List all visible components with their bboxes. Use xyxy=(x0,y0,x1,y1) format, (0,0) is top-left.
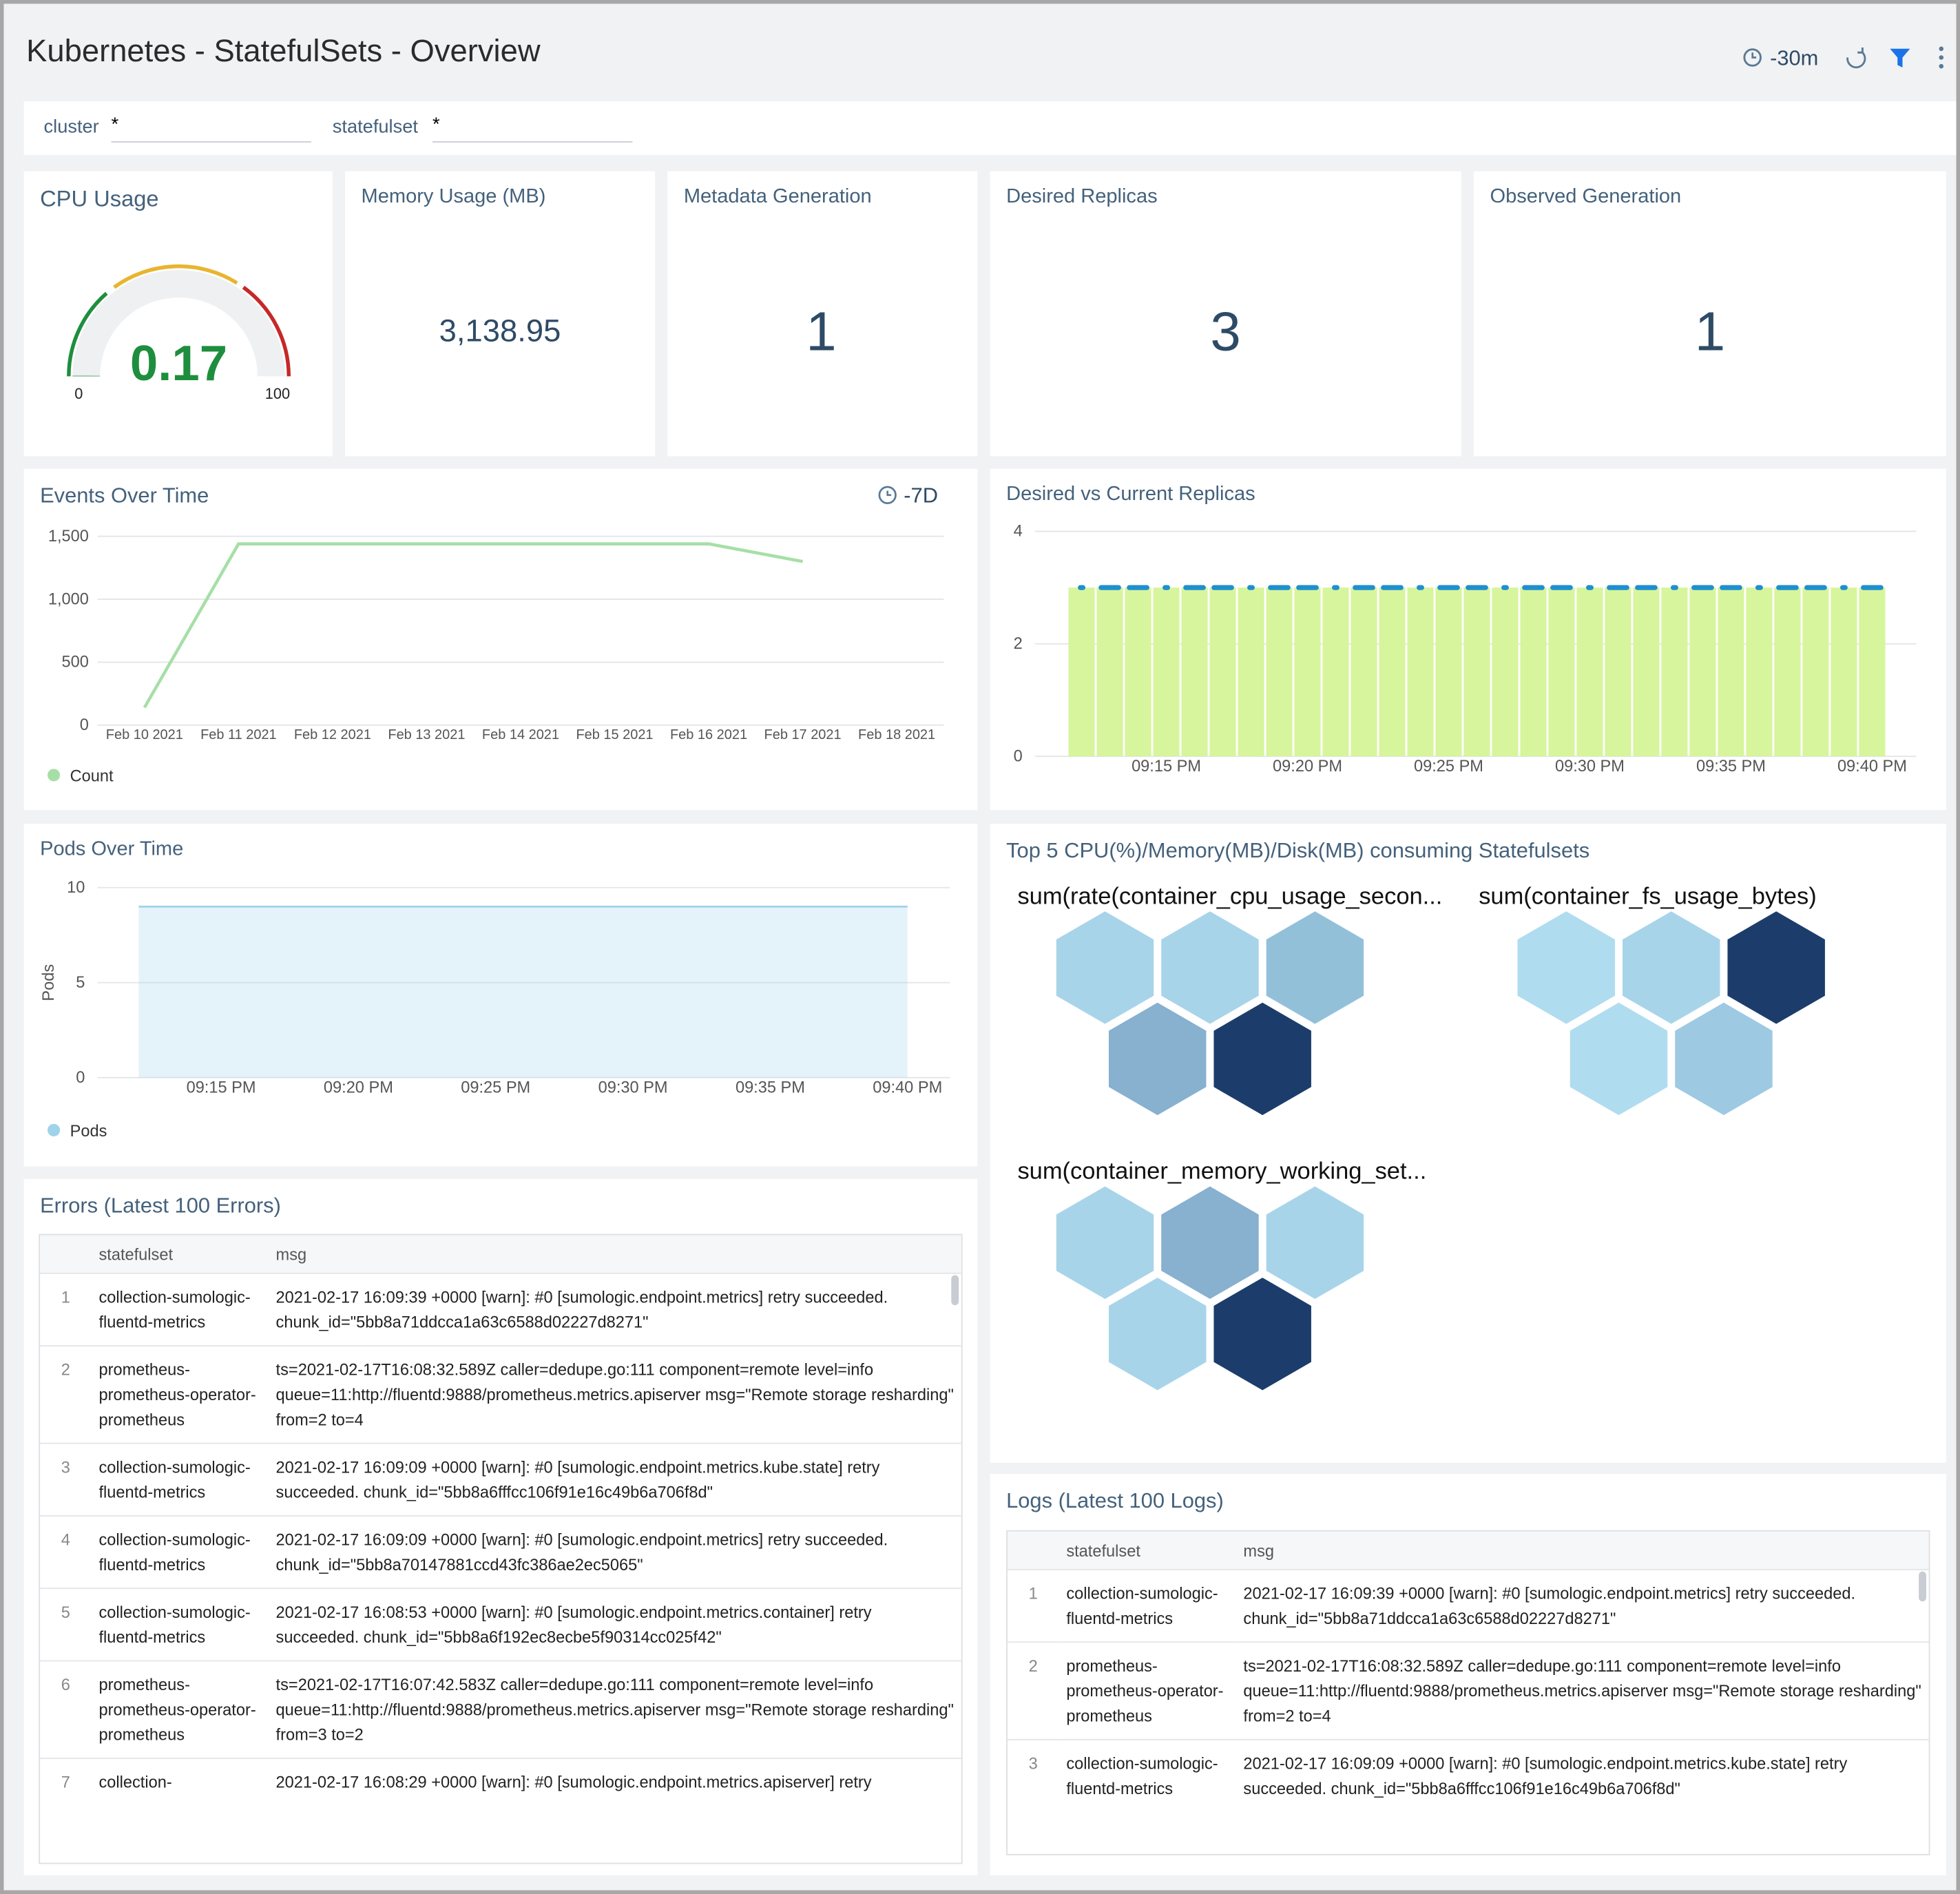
cell: ts=2021-02-17T16:08:32.589Z caller=dedup… xyxy=(268,1345,961,1444)
pods-panel: Pods Over Time xyxy=(23,824,978,1167)
filter-icon[interactable] xyxy=(1890,48,1910,68)
panel-title: Events Over Time xyxy=(40,483,209,508)
panel-title: Metadata Generation xyxy=(683,186,872,208)
header-cell: msg xyxy=(268,1235,961,1273)
filter-bar: cluster * statefulset * xyxy=(23,101,1957,156)
cell: 2021-02-17 16:09:09 +0000 [warn]: #0 [su… xyxy=(268,1515,961,1589)
cell: ts=2021-02-17T16:07:42.583Z caller=dedup… xyxy=(268,1660,961,1759)
header-row: statefulset msg xyxy=(40,1235,961,1273)
header-cell: statefulset xyxy=(91,1235,269,1273)
filter-label: cluster xyxy=(43,116,99,138)
table-row: 2 prometheus-prometheus-operator-promethe… xyxy=(1007,1641,1929,1740)
cell: collection-sumologic-fluentd-metrics xyxy=(91,1442,269,1516)
panel-title: Desired vs Current Replicas xyxy=(1006,483,1255,506)
cell: prometheus-prometheus-operator-prometheu… xyxy=(1059,1641,1236,1740)
stat-value: 1 xyxy=(1694,301,1726,363)
row-index: 1 xyxy=(40,1272,92,1346)
header-cell: statefulset xyxy=(1059,1531,1236,1570)
filter-input[interactable]: * xyxy=(432,114,633,143)
row-index: 3 xyxy=(1007,1738,1059,1812)
table-row: 5 collection-sumologic-fluentd-metrics 202… xyxy=(40,1588,961,1661)
cell: collection-sumologic-fluentd-metrics xyxy=(91,1588,269,1661)
stat-panel: Desired Replicas 3 xyxy=(990,171,1461,457)
time-range: -30m xyxy=(1770,45,1818,70)
replicas-panel: Desired vs Current Replicas xyxy=(990,468,1947,811)
row-index: 1 xyxy=(1007,1569,1059,1643)
table-row: 2 prometheus-prometheus-operator-promethe… xyxy=(40,1345,961,1444)
table-row: 4 collection-sumologic-fluentd-metrics 202… xyxy=(40,1515,961,1589)
panel-title: CPU Usage xyxy=(40,186,159,211)
cell: collection- xyxy=(91,1758,269,1806)
row-index: 3 xyxy=(40,1442,92,1516)
cell: 2021-02-17 16:08:53 +0000 [warn]: #0 [su… xyxy=(268,1588,961,1661)
cell: 2021-02-17 16:09:39 +0000 [warn]: #0 [su… xyxy=(268,1272,961,1346)
time-range-button[interactable]: -30m xyxy=(1743,45,1818,70)
panel-title: Pods Over Time xyxy=(40,838,184,860)
cell: 2021-02-17 16:09:09 +0000 [warn]: #0 [su… xyxy=(268,1442,961,1516)
events-panel: Events Over Time -7D xyxy=(23,468,978,811)
honeycomb-panel: Top 5 CPU(%)/Memory(MB)/Disk(MB) consumi… xyxy=(990,824,1947,1463)
scrollbar[interactable] xyxy=(951,1275,959,1306)
scrollbar[interactable] xyxy=(1919,1571,1926,1602)
table-row: 1 collection-sumologic-fluentd-metrics 202… xyxy=(40,1272,961,1346)
cell: collection-sumologic-fluentd-metrics xyxy=(91,1272,269,1346)
cell: collection-sumologic-fluentd-metrics xyxy=(1059,1569,1236,1643)
panel-title: Memory Usage (MB) xyxy=(361,186,546,208)
cell: 2021-02-17 16:09:39 +0000 [warn]: #0 [su… xyxy=(1236,1569,1929,1643)
stat-panel: Metadata Generation 1 xyxy=(667,171,978,457)
stat-value: 3,138.95 xyxy=(439,313,561,349)
row-index: 2 xyxy=(40,1345,92,1444)
table-row: 3 collection-sumologic-fluentd-metrics 202… xyxy=(1007,1738,1929,1812)
stat-panel: Memory Usage (MB) 3,138.95 xyxy=(344,171,656,457)
clock-icon xyxy=(1743,48,1762,67)
header-cell: msg xyxy=(1236,1531,1929,1570)
clock-hand xyxy=(1751,52,1757,59)
row-index: 5 xyxy=(40,1588,92,1661)
row-index: 2 xyxy=(1007,1641,1059,1740)
header-cell xyxy=(1007,1531,1059,1570)
refresh-icon[interactable] xyxy=(1846,47,1866,69)
panel-title: Logs (Latest 100 Logs) xyxy=(1006,1488,1224,1513)
cell: collection-sumologic-fluentd-metrics xyxy=(1059,1738,1236,1812)
cell: prometheus-prometheus-operator-prometheu… xyxy=(91,1660,269,1759)
errors-panel: Errors (Latest 100 Errors) statefulset ms… xyxy=(23,1178,978,1875)
panel-time-range: -7D xyxy=(904,483,939,508)
cpu-panel: CPU Usage xyxy=(23,171,333,457)
row-index: 7 xyxy=(40,1758,92,1806)
panel-title: Observed Generation xyxy=(1490,186,1682,208)
row-index: 4 xyxy=(40,1515,92,1589)
cell: prometheus-prometheus-operator-prometheu… xyxy=(91,1345,269,1444)
filter-input[interactable]: * xyxy=(111,114,311,143)
logs-table: statefulset msg 1 collection-sumologic-flue… xyxy=(1006,1530,1930,1855)
table-row: 1 collection-sumologic-fluentd-metrics 202… xyxy=(1007,1569,1929,1643)
header-row: statefulset msg xyxy=(1007,1531,1929,1570)
header-tools: -30m xyxy=(1743,45,1944,70)
filter-label: statefulset xyxy=(332,116,418,138)
cell: 2021-02-17 16:08:29 +0000 [warn]: #0 [su… xyxy=(268,1758,961,1806)
table-row: 3 collection-sumologic-fluentd-metrics 202… xyxy=(40,1442,961,1516)
more-menu[interactable] xyxy=(1939,46,1944,69)
header-cell xyxy=(40,1235,92,1273)
table: statefulset msg 1 collection-sumologic-flue… xyxy=(1007,1531,1929,1812)
stat-value: 1 xyxy=(806,301,837,363)
stat-panel: Observed Generation 1 xyxy=(1473,171,1947,457)
panel-title: Top 5 CPU(%)/Memory(MB)/Disk(MB) consumi… xyxy=(1006,838,1590,863)
panel-title: Desired Replicas xyxy=(1006,186,1158,208)
stat-value: 3 xyxy=(1210,301,1241,363)
table-row: 7 collection- 2021-02-17 16:08:29 +0000 [w… xyxy=(40,1758,961,1806)
table: statefulset msg 1 collection-sumologic-flue… xyxy=(40,1235,961,1806)
dashboard-title: Kubernetes - StatefulSets - Overview xyxy=(26,34,541,69)
panel-title: Errors (Latest 100 Errors) xyxy=(40,1194,281,1218)
table-row: 6 prometheus-prometheus-operator-promethe… xyxy=(40,1660,961,1759)
logs-panel: Logs (Latest 100 Logs) statefulset msg 1 co… xyxy=(990,1474,1947,1875)
cell: collection-sumologic-fluentd-metrics xyxy=(91,1515,269,1589)
errors-table: statefulset msg 1 collection-sumologic-flue… xyxy=(39,1234,963,1864)
row-index: 6 xyxy=(40,1660,92,1759)
cell: 2021-02-17 16:09:09 +0000 [warn]: #0 [su… xyxy=(1236,1738,1929,1812)
cell: ts=2021-02-17T16:08:32.589Z caller=dedup… xyxy=(1236,1641,1929,1740)
